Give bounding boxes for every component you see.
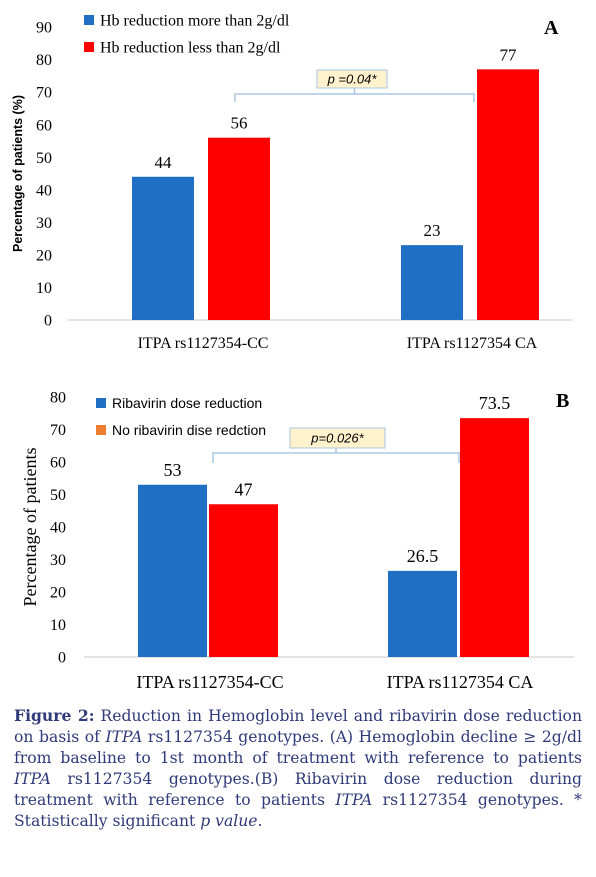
undefined-bar xyxy=(401,245,463,320)
undefined-legend-label: Hb reduction less than 2g/dl xyxy=(100,40,281,57)
undefined-ytick-label: 40 xyxy=(36,182,52,199)
undefined-ytick-label: 0 xyxy=(58,650,66,667)
undefined-significance-bracket xyxy=(212,447,460,463)
chart-b: 0 10 20 30 40 50 60 70 80 Percentage of patients 5… xyxy=(20,390,574,692)
undefined-data-label: 47 xyxy=(235,479,253,499)
undefined-bar xyxy=(138,484,207,657)
undefined-legend-label: No ribavirin dise redction xyxy=(112,422,266,438)
caption-p-value: p value. xyxy=(200,812,263,830)
figure-caption: Figure 2: Reduction in Hemoglobin level … xyxy=(14,705,582,832)
undefined-x-tick-label: ITPA rs1127354-CC xyxy=(138,335,269,352)
undefined-ytick-label: 50 xyxy=(36,150,52,167)
undefined-legend-label: Hb reduction more than 2g/dl xyxy=(100,13,290,30)
undefined-ytick-label: 70 xyxy=(50,422,66,439)
figure-label: Figure 2: xyxy=(14,706,95,725)
undefined-annotation-box xyxy=(316,69,388,89)
undefined-ytick-label: 10 xyxy=(50,617,66,634)
undefined-data-label: 73.5 xyxy=(479,393,511,413)
undefined-ytick-label: 20 xyxy=(50,585,66,602)
undefined-bar xyxy=(132,176,194,320)
undefined-legend-swatch xyxy=(84,15,94,25)
caption-itpa-2: ITPA xyxy=(14,770,51,788)
undefined-data-label: 44 xyxy=(155,153,173,172)
undefined-x-tick-label: ITPA rs1127354 CA xyxy=(407,335,538,352)
undefined-annotation-text: p =0.04* xyxy=(327,72,378,87)
undefined-ytick-label: 60 xyxy=(36,117,52,134)
undefined-bar xyxy=(477,69,539,320)
undefined-legend-swatch xyxy=(84,42,94,52)
undefined-legend-swatch xyxy=(96,425,106,435)
undefined-ytick-label: 80 xyxy=(36,52,52,69)
undefined-data-label: 53 xyxy=(164,460,182,480)
undefined-data-label: 77 xyxy=(500,45,518,64)
undefined-ytick-label: 40 xyxy=(50,520,66,537)
caption-itpa-1: ITPA xyxy=(105,728,143,746)
undefined-panel-label: B xyxy=(556,390,569,412)
undefined-x-tick-label: ITPA rs1127354 CA xyxy=(387,672,534,692)
undefined-annotation-text: p=0.026* xyxy=(310,431,364,446)
undefined-bar xyxy=(460,418,529,657)
undefined-ytick-label: 30 xyxy=(36,215,52,232)
undefined-ytick-label: 50 xyxy=(50,487,66,504)
caption-itpa-3: ITPA xyxy=(335,791,373,809)
undefined-ytick-label: 70 xyxy=(36,85,52,102)
undefined-y-axis-label: Percentage of patients xyxy=(20,448,40,607)
undefined-ytick-label: 20 xyxy=(36,247,52,264)
caption-text-2: rs1127354 genotypes. (A) Hemoglobin decl… xyxy=(14,728,582,767)
undefined-data-label: 26.5 xyxy=(407,546,439,566)
undefined-data-label: 56 xyxy=(231,114,248,133)
undefined-legend-label: Ribavirin dose reduction xyxy=(112,395,262,411)
undefined-ytick-label: 30 xyxy=(50,552,66,569)
undefined-y-axis-label: Percentage of patients (%) xyxy=(11,95,25,252)
undefined-x-tick-label: ITPA rs1127354-CC xyxy=(136,672,283,692)
undefined-bar xyxy=(388,570,457,657)
undefined-significance-bracket xyxy=(234,88,475,102)
undefined-ytick-label: 90 xyxy=(36,20,52,37)
chart-a: 0 10 20 30 40 50 60 70 80 90 Percentage of patient… xyxy=(11,13,572,352)
undefined-ytick-label: 0 xyxy=(44,313,52,330)
caption-text-3: rs1127354 genotypes.(B) Ribavirin dose r… xyxy=(14,770,582,809)
undefined-ytick-label: 10 xyxy=(36,280,52,297)
undefined-ytick-label: 60 xyxy=(50,455,66,472)
undefined-ytick-label: 80 xyxy=(50,390,66,407)
undefined-panel-label: A xyxy=(544,17,559,39)
undefined-data-label: 23 xyxy=(424,221,441,240)
undefined-bar xyxy=(209,504,278,657)
undefined-bar xyxy=(208,137,270,320)
undefined-annotation-box xyxy=(289,427,386,449)
caption-text-1: Reduction in Hemoglobin level and ribavi… xyxy=(14,707,582,746)
caption-text-4: rs1127354 genotypes. * Statistically sig… xyxy=(14,791,582,830)
undefined-legend-swatch xyxy=(96,398,106,408)
